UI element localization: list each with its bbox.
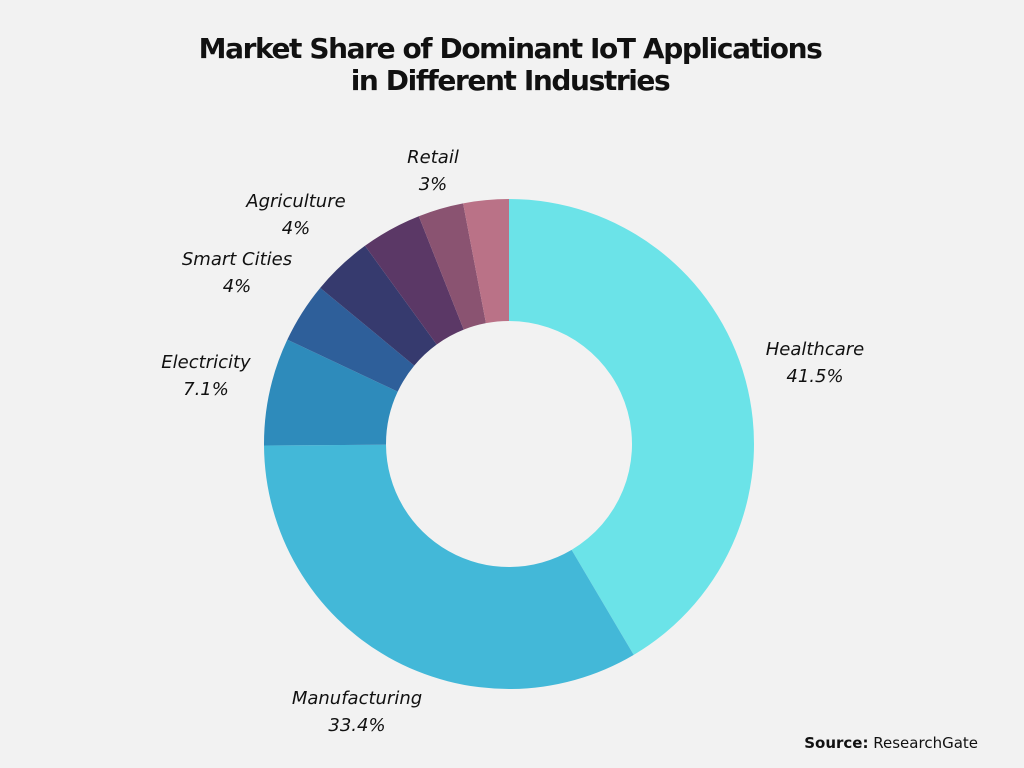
donut-slice <box>287 287 415 392</box>
slice-value-label: 41.5% <box>786 366 843 387</box>
slice-label: Smart Cities <box>182 249 292 270</box>
donut-slice <box>364 216 464 345</box>
slice-value-label: 4% <box>282 218 311 239</box>
donut-slice <box>264 339 398 446</box>
donut-slice <box>463 199 509 324</box>
source-name: ResearchGate <box>873 734 978 752</box>
slice-label: Healthcare <box>766 339 865 360</box>
donut-slice <box>418 203 486 330</box>
slice-label: Manufacturing <box>292 688 422 709</box>
donut-slice <box>509 199 754 655</box>
source: Source: ResearchGate <box>804 734 978 752</box>
chart-title: Market Share of Dominant IoT Application… <box>199 32 823 65</box>
chart-title: in Different Industries <box>351 64 670 97</box>
slice-value-label: 7.1% <box>183 379 229 400</box>
slice-value-label: 33.4% <box>328 715 385 736</box>
slice-value-label: 3% <box>419 174 448 195</box>
slice-value-label: 4% <box>223 276 252 297</box>
source-label: Source: <box>804 734 868 752</box>
slice-label: Retail <box>407 147 459 168</box>
slice-label: Electricity <box>161 352 251 373</box>
slice-label: Agriculture <box>245 191 345 212</box>
donut-slice <box>264 444 634 689</box>
donut-slice <box>320 245 437 366</box>
